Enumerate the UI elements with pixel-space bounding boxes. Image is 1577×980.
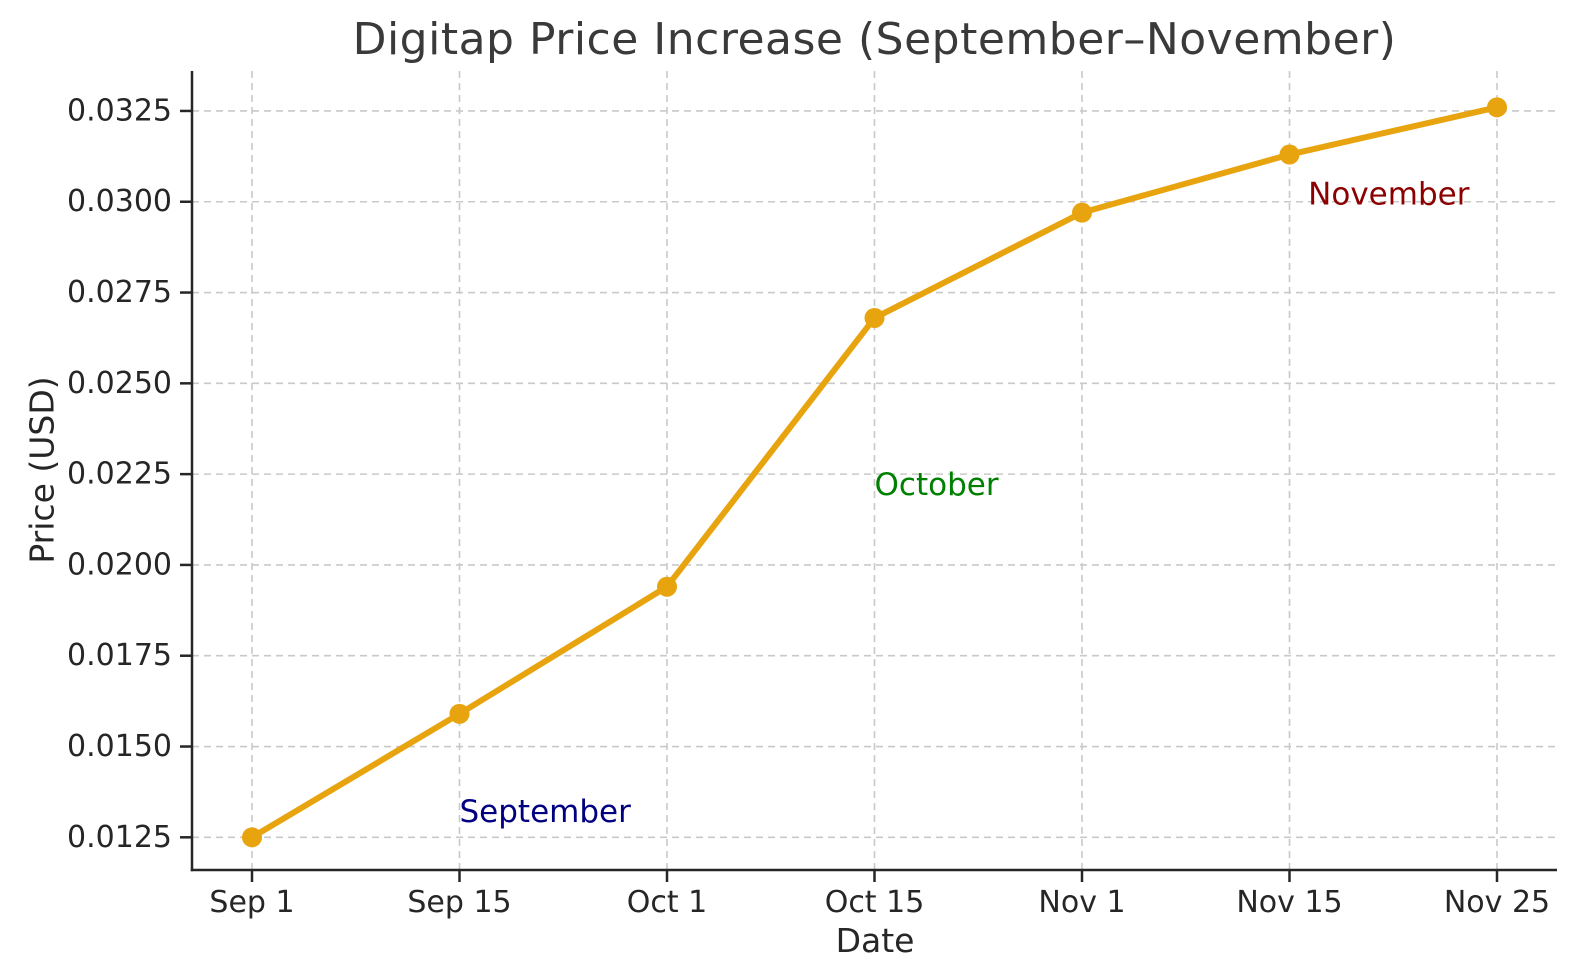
annotation-november: November xyxy=(1308,176,1470,212)
data-point-marker xyxy=(449,703,470,724)
y-tick-label: 0.0300 xyxy=(67,184,172,219)
y-tick-label: 0.0275 xyxy=(67,275,172,310)
data-point-marker xyxy=(1072,202,1092,223)
annotation-october: October xyxy=(875,467,999,503)
y-tick-label: 0.0150 xyxy=(67,729,172,764)
x-tick-label: Nov 1 xyxy=(1038,885,1125,920)
x-tick-label: Oct 15 xyxy=(825,885,925,920)
y-tick-label: 0.0325 xyxy=(67,93,172,128)
data-point-marker xyxy=(1279,144,1300,165)
y-tick-label: 0.0200 xyxy=(67,547,172,582)
annotation-september: September xyxy=(460,794,632,830)
x-tick-label: Sep 1 xyxy=(209,885,294,920)
data-point-marker xyxy=(864,307,885,328)
data-point-marker xyxy=(1487,97,1507,118)
x-tick-label: Nov 25 xyxy=(1444,885,1550,920)
y-tick-label: 0.0225 xyxy=(67,457,172,492)
x-tick-label: Nov 15 xyxy=(1236,885,1342,920)
x-axis-label: Date xyxy=(835,921,915,960)
y-tick-label: 0.0250 xyxy=(67,366,172,401)
data-point-marker xyxy=(242,827,262,848)
x-tick-label: Sep 15 xyxy=(407,885,511,920)
chart-title: Digitap Price Increase (September–Novemb… xyxy=(352,14,1397,65)
y-tick-label: 0.0175 xyxy=(67,638,172,673)
x-tick-label: Oct 1 xyxy=(627,885,708,920)
data-point-marker xyxy=(657,576,677,597)
y-tick-label: 0.0125 xyxy=(67,820,172,855)
